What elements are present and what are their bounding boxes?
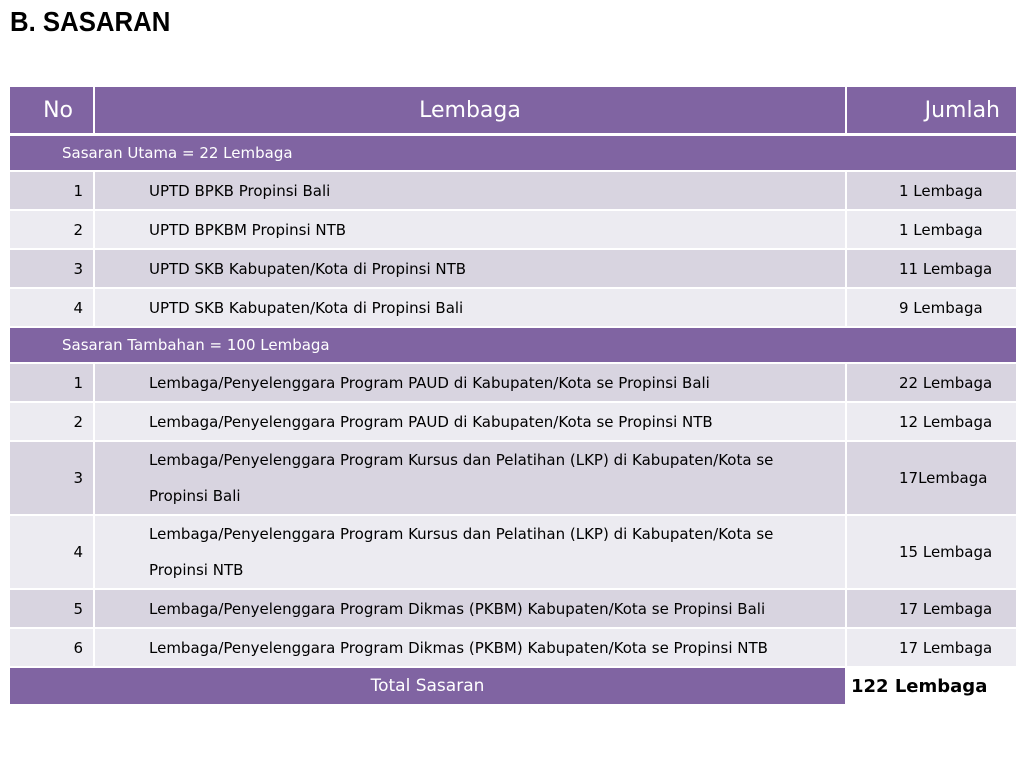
table-row: 3 UPTD SKB Kabupaten/Kota di Propinsi NT… xyxy=(8,248,1018,289)
row-jumlah: 17 Lembaga xyxy=(845,627,1018,668)
row-number: 4 xyxy=(8,514,95,590)
row-number: 1 xyxy=(8,362,95,403)
table-row: 1 UPTD BPKB Propinsi Bali 1 Lembaga xyxy=(8,170,1018,211)
row-lembaga: Lembaga/Penyelenggara Program Dikmas (PK… xyxy=(93,588,847,629)
row-number: 4 xyxy=(8,287,95,328)
total-label: Total Sasaran xyxy=(8,666,847,706)
row-number: 2 xyxy=(8,209,95,250)
row-jumlah: 1 Lembaga xyxy=(845,209,1018,250)
page-title: B. SASARAN xyxy=(10,6,171,37)
column-header-lembaga: Lembaga xyxy=(93,85,847,136)
table-row: 4 Lembaga/Penyelenggara Program Kursus d… xyxy=(8,514,1018,590)
table-row: 2 UPTD BPKBM Propinsi NTB 1 Lembaga xyxy=(8,209,1018,250)
table-row: 2 Lembaga/Penyelenggara Program PAUD di … xyxy=(8,401,1018,442)
row-lembaga: UPTD BPKBM Propinsi NTB xyxy=(93,209,847,250)
table-row: 4 UPTD SKB Kabupaten/Kota di Propinsi Ba… xyxy=(8,287,1018,328)
row-lembaga: Lembaga/Penyelenggara Program Dikmas (PK… xyxy=(93,627,847,668)
sasaran-table: No Lembaga Jumlah Sasaran Utama = 22 Lem… xyxy=(8,85,1018,706)
row-lembaga: UPTD SKB Kabupaten/Kota di Propinsi NTB xyxy=(93,248,847,289)
row-jumlah: 17 Lembaga xyxy=(845,588,1018,629)
table-header-row: No Lembaga Jumlah xyxy=(8,85,1018,136)
row-number: 6 xyxy=(8,627,95,668)
section-label: Sasaran Utama = 22 Lembaga xyxy=(8,133,1018,172)
row-number: 1 xyxy=(8,170,95,211)
section-label: Sasaran Tambahan = 100 Lembaga xyxy=(8,326,1018,364)
table-row: 6 Lembaga/Penyelenggara Program Dikmas (… xyxy=(8,627,1018,668)
row-jumlah: 9 Lembaga xyxy=(845,287,1018,328)
row-jumlah: 15 Lembaga xyxy=(845,514,1018,590)
row-jumlah: 12 Lembaga xyxy=(845,401,1018,442)
row-jumlah: 11 Lembaga xyxy=(845,248,1018,289)
total-value: 122 Lembaga xyxy=(845,666,1018,706)
column-header-jumlah: Jumlah xyxy=(845,85,1018,136)
row-lembaga: Lembaga/Penyelenggara Program PAUD di Ka… xyxy=(93,362,847,403)
row-number: 3 xyxy=(8,248,95,289)
row-jumlah: 22 Lembaga xyxy=(845,362,1018,403)
row-lembaga: Lembaga/Penyelenggara Program Kursus dan… xyxy=(93,514,847,590)
section-row-sasaran-utama: Sasaran Utama = 22 Lembaga xyxy=(8,133,1018,172)
column-header-no: No xyxy=(8,85,95,136)
total-row: Total Sasaran 122 Lembaga xyxy=(8,666,1018,706)
row-lembaga: Lembaga/Penyelenggara Program PAUD di Ka… xyxy=(93,401,847,442)
row-lembaga: UPTD SKB Kabupaten/Kota di Propinsi Bali xyxy=(93,287,847,328)
row-lembaga: UPTD BPKB Propinsi Bali xyxy=(93,170,847,211)
table-row: 1 Lembaga/Penyelenggara Program PAUD di … xyxy=(8,362,1018,403)
section-row-sasaran-tambahan: Sasaran Tambahan = 100 Lembaga xyxy=(8,326,1018,364)
row-number: 2 xyxy=(8,401,95,442)
row-number: 5 xyxy=(8,588,95,629)
table-row: 3 Lembaga/Penyelenggara Program Kursus d… xyxy=(8,440,1018,516)
row-lembaga: Lembaga/Penyelenggara Program Kursus dan… xyxy=(93,440,847,516)
row-jumlah: 1 Lembaga xyxy=(845,170,1018,211)
table-row: 5 Lembaga/Penyelenggara Program Dikmas (… xyxy=(8,588,1018,629)
row-jumlah: 17Lembaga xyxy=(845,440,1018,516)
row-number: 3 xyxy=(8,440,95,516)
